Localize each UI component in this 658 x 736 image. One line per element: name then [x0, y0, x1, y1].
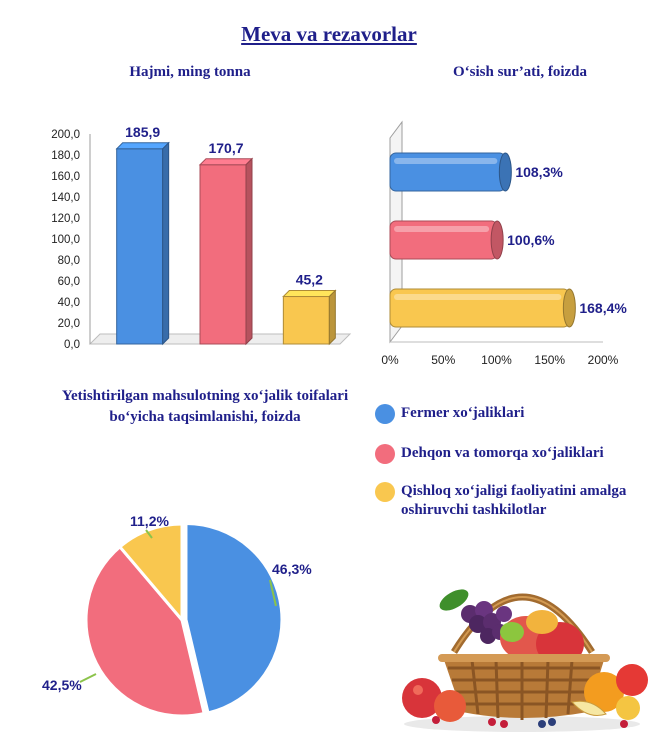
x-tick-label: 150%	[534, 353, 565, 367]
bar-value-label: 170,7	[208, 140, 243, 156]
bar-top	[115, 142, 170, 150]
legend-yellow-dot	[375, 482, 395, 502]
bar-top	[282, 290, 337, 298]
pie-value-label: 42,5%	[42, 677, 82, 693]
legend-pink-dot	[375, 444, 395, 464]
bar-side	[328, 289, 336, 346]
growth-bar-chart: 0% 50% 100% 150% 200% 108,3% 100,6% 168,4%	[381, 120, 627, 367]
y-tick-label: 140,0	[51, 192, 80, 204]
hbar-cap	[490, 220, 504, 260]
x-tick-label: 100%	[481, 353, 512, 367]
pie-leader-line	[269, 579, 277, 607]
x-tick-label: 50%	[431, 353, 455, 367]
y-tick-label: 180,0	[51, 150, 80, 162]
x-tick-label: 200%	[588, 353, 619, 367]
legend-blue-dot	[375, 404, 395, 424]
pie-slice	[184, 522, 284, 715]
pie-slice	[117, 522, 184, 625]
legend-label: Dehqon va tomorqa xo‘jaliklari	[401, 445, 604, 461]
bar-top	[198, 158, 254, 166]
hbar-highlight	[394, 226, 490, 232]
distribution-chart-title: Yetishtirilgan mahsulotning xo‘jalik toi…	[61, 388, 349, 425]
bar-value-label: 45,2	[296, 272, 323, 288]
y-tick-label: 40,0	[58, 297, 80, 309]
legend-label: Qishloq xo‘jaligi faoliyatini amalga osh…	[401, 483, 627, 518]
y-tick-label: 200,0	[51, 129, 80, 141]
pie-leader-line	[145, 529, 153, 539]
pie-value-label: 11,2%	[130, 513, 169, 529]
hbar-highlight	[394, 294, 562, 300]
fruit-basket-image	[402, 589, 648, 732]
y-tick-label: 20,0	[58, 318, 80, 330]
pie-value-label: 46,3%	[272, 561, 312, 577]
bar-side	[162, 141, 170, 346]
distribution-pie-chart: 46,3% 42,5% 11,2%	[42, 513, 312, 718]
hbar-value-label: 108,3%	[515, 164, 563, 180]
x-tick-label: 0%	[381, 353, 399, 367]
hbar-highlight	[394, 158, 498, 164]
bar-value-label: 185,9	[125, 124, 160, 140]
y-tick-label: 60,0	[58, 276, 80, 288]
main-title: Meva va rezavorlar	[241, 22, 417, 46]
pie-leader-line	[79, 673, 97, 683]
growth-chart-title: O‘sish sur’ati, foizda	[452, 64, 588, 80]
hbar-cap	[562, 288, 576, 328]
bar-front	[199, 164, 247, 345]
bar-side	[245, 157, 253, 346]
y-tick-label: 0,0	[64, 339, 80, 351]
y-tick-label: 160,0	[51, 171, 80, 183]
y-tick-label: 120,0	[51, 213, 80, 225]
bar-front	[116, 148, 164, 345]
y-tick-label: 80,0	[58, 255, 80, 267]
volume-bar-chart: 0,0 20,0 40,0 60,0 80,0 100,0 120,0 140,0 160,0 1…	[51, 124, 352, 351]
bar-front	[282, 296, 330, 345]
legend: Fermer xo‘jaliklari Dehqon va tomorqa xo…	[375, 404, 655, 524]
hbar-value-label: 168,4%	[579, 300, 627, 316]
hbar-value-label: 100,6%	[507, 232, 555, 248]
legend-label: Fermer xo‘jaliklari	[401, 405, 525, 421]
volume-chart-title: Hajmi, ming tonna	[129, 64, 251, 80]
y-tick-label: 100,0	[51, 234, 80, 246]
hbar-cap	[498, 152, 512, 192]
pie-slice	[84, 544, 206, 718]
